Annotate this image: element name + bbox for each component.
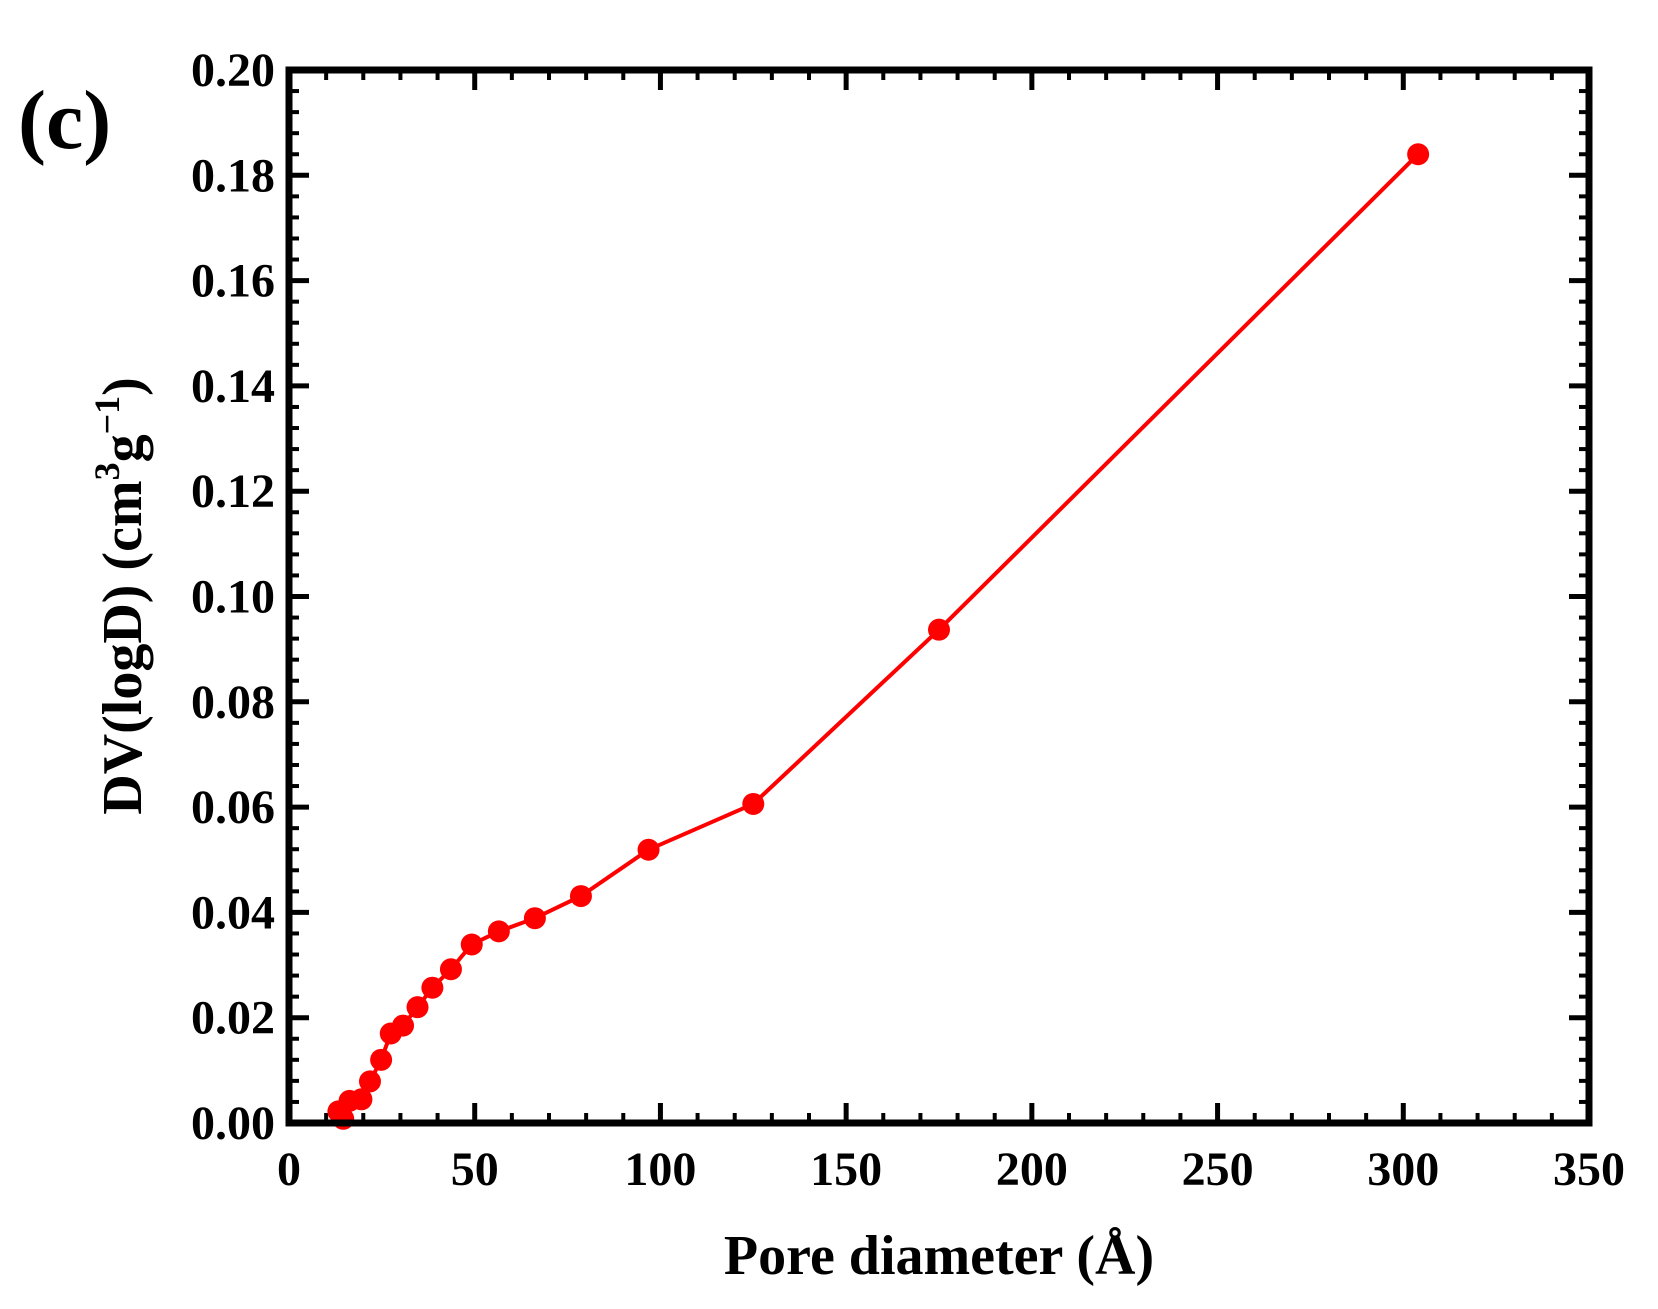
data-point bbox=[637, 838, 660, 861]
x-tick-label: 50 bbox=[451, 1143, 499, 1196]
plot-frame bbox=[285, 66, 1593, 1127]
data-point bbox=[523, 907, 546, 930]
x-tick-label: 250 bbox=[1182, 1143, 1254, 1196]
panel-label: (c) bbox=[18, 74, 111, 167]
y-tick-label: 0.20 bbox=[191, 44, 275, 97]
series-markers bbox=[327, 143, 1430, 1130]
y-tick-label: 0.18 bbox=[191, 149, 275, 202]
major-ticks bbox=[286, 67, 1592, 1126]
y-tick-label: 0.06 bbox=[191, 781, 275, 834]
data-point bbox=[487, 920, 510, 943]
minor-ticks bbox=[289, 70, 1589, 1123]
y-tick-labels: 0.00 0.02 0.04 0.06 0.08 0.10 0.12 0.14 0.16 0.18… bbox=[191, 44, 275, 1150]
data-point bbox=[460, 933, 483, 956]
y-axis-title-g: g bbox=[92, 434, 154, 462]
x-tick-label: 200 bbox=[996, 1143, 1068, 1196]
data-point bbox=[392, 1014, 415, 1037]
y-tick-label: 0.12 bbox=[191, 465, 275, 518]
data-point bbox=[406, 996, 429, 1019]
x-tick-label: 300 bbox=[1367, 1143, 1439, 1196]
series-line bbox=[336, 152, 1420, 1124]
data-point bbox=[439, 958, 462, 981]
data-point bbox=[350, 1088, 373, 1111]
x-tick-label: 0 bbox=[277, 1143, 301, 1196]
y-axis-title-end: ) bbox=[92, 377, 154, 396]
data-point bbox=[370, 1048, 393, 1071]
x-axis-title: Pore diameter (Å) bbox=[724, 1225, 1154, 1287]
x-tick-label: 350 bbox=[1553, 1143, 1625, 1196]
data-point bbox=[569, 885, 592, 908]
y-axis-title-sup-3: 3 bbox=[87, 462, 127, 480]
y-tick-label: 0.00 bbox=[191, 1097, 275, 1150]
y-axis-title-sup-neg1: −1 bbox=[87, 396, 127, 435]
y-tick-label: 0.02 bbox=[191, 992, 275, 1045]
y-tick-label: 0.14 bbox=[191, 360, 275, 413]
x-tick-labels: 0 50 100 150 200 250 300 350 bbox=[277, 1143, 1625, 1196]
data-point bbox=[742, 792, 765, 815]
data-point bbox=[421, 976, 444, 999]
y-tick-label: 0.08 bbox=[191, 676, 275, 729]
x-tick-label: 150 bbox=[810, 1143, 882, 1196]
data-point bbox=[928, 618, 950, 641]
y-axis-title-main: DV(logD) (cm bbox=[92, 480, 154, 814]
y-axis-title: DV(logD) (cm3g−1) bbox=[87, 377, 154, 815]
y-tick-label: 0.10 bbox=[191, 571, 275, 624]
x-tick-label: 100 bbox=[624, 1143, 696, 1196]
y-tick-label: 0.04 bbox=[191, 886, 275, 939]
data-point bbox=[358, 1070, 381, 1093]
data-point bbox=[1407, 143, 1430, 166]
y-tick-label: 0.16 bbox=[191, 255, 275, 308]
